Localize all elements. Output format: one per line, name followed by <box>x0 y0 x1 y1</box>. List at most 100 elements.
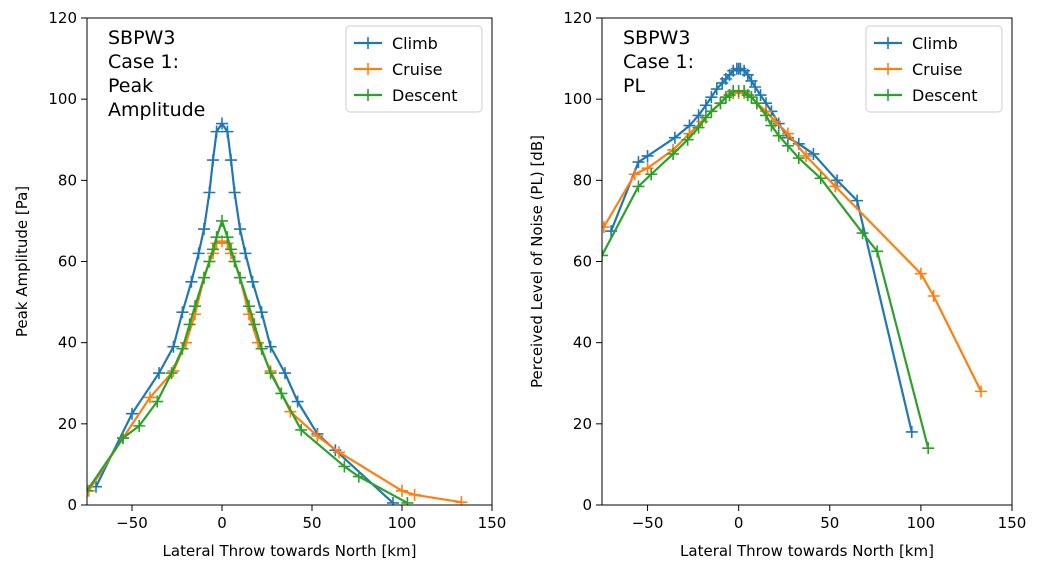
data-point <box>641 162 654 175</box>
data-point <box>176 342 189 355</box>
data-point <box>781 127 794 140</box>
data-point <box>255 306 268 319</box>
data-point <box>699 111 712 124</box>
data-point <box>185 275 198 288</box>
data-point <box>807 147 820 160</box>
annotation-line: Case 1: <box>108 51 179 73</box>
series-climb <box>605 62 918 438</box>
data-point <box>239 247 252 260</box>
data-point <box>905 425 918 438</box>
data-point <box>754 89 767 102</box>
annotation-line: SBPW3 <box>623 27 690 49</box>
data-point <box>781 139 794 152</box>
data-point <box>291 395 304 408</box>
legend-label: Descent <box>392 86 458 105</box>
data-point <box>856 227 869 240</box>
data-point <box>264 367 277 380</box>
data-point <box>234 223 246 236</box>
data-point <box>144 391 156 404</box>
legend-label: Cruise <box>392 60 443 79</box>
data-point <box>602 249 608 262</box>
legend-item-cruise: Cruise <box>354 60 443 79</box>
series-climb <box>90 117 399 505</box>
y-tick-label: 120 <box>563 9 592 27</box>
data-point <box>243 300 255 313</box>
data-point <box>189 300 201 313</box>
data-point <box>750 97 763 110</box>
y-tick-label: 80 <box>573 171 592 189</box>
data-point <box>641 149 654 162</box>
data-point <box>772 129 785 142</box>
data-point <box>295 423 308 436</box>
data-point <box>221 125 234 138</box>
x-tick-label: 50 <box>820 514 839 532</box>
series-line-cruise <box>602 91 983 392</box>
legend-marker <box>362 89 374 101</box>
legend: Climb Cruise Descent <box>865 25 1003 113</box>
x-tick-label: 150 <box>478 514 507 532</box>
data-point <box>800 149 813 162</box>
legend-label: Descent <box>912 86 978 105</box>
legend-frame <box>345 25 483 113</box>
data-point <box>668 131 681 144</box>
legend-item-cruise: Cruise <box>874 60 963 79</box>
data-point <box>975 385 988 398</box>
data-point <box>745 74 758 87</box>
data-point <box>705 91 718 104</box>
x-tick-label: 0 <box>217 514 227 532</box>
data-point <box>352 470 365 483</box>
data-point <box>831 174 844 187</box>
data-point <box>396 484 408 497</box>
legend-item-descent: Descent <box>354 86 458 105</box>
data-point <box>210 125 223 138</box>
data-point <box>871 245 884 258</box>
data-point <box>333 446 345 459</box>
data-point <box>851 194 864 207</box>
data-point <box>408 488 421 501</box>
legend-marker <box>882 37 894 49</box>
data-point <box>401 496 414 505</box>
legend-label: Climb <box>392 34 438 53</box>
series-line-descent <box>602 89 930 449</box>
series-line-climb <box>610 67 913 433</box>
data-point <box>311 430 324 443</box>
y-tick-label: 20 <box>58 415 77 433</box>
data-point <box>117 432 129 445</box>
y-tick-label: 0 <box>582 496 592 514</box>
data-point <box>628 168 641 181</box>
annotation-line: Case 1: <box>623 51 694 73</box>
data-point <box>765 119 778 132</box>
data-point <box>692 109 705 122</box>
legend-label: Cruise <box>912 60 963 79</box>
x-tick-label: 50 <box>302 514 321 532</box>
legend-label: Climb <box>912 34 958 53</box>
legend-item-climb: Climb <box>874 34 958 53</box>
annotation-line: SBPW3 <box>108 27 175 49</box>
series-cruise <box>87 235 468 505</box>
series-descent <box>602 85 935 455</box>
x-tick-label: 0 <box>734 514 744 532</box>
annotation-line: Amplitude <box>108 99 205 121</box>
data-point <box>745 91 758 104</box>
legend-marker <box>362 63 374 75</box>
x-axis-label: Lateral Throw towards North [km] <box>680 542 934 560</box>
x-tick-label: 150 <box>998 514 1027 532</box>
data-point <box>814 172 827 185</box>
y-tick-label: 100 <box>48 90 77 108</box>
data-point <box>387 496 399 505</box>
x-axis-label: Lateral Throw towards North [km] <box>163 542 417 560</box>
data-point <box>234 271 246 284</box>
data-point <box>927 289 940 302</box>
data-point <box>632 156 645 169</box>
data-point <box>176 306 189 319</box>
data-point <box>151 395 164 408</box>
y-axis-label: Peak Amplitude [Pa] <box>13 186 31 337</box>
data-point <box>914 267 927 280</box>
data-point <box>338 460 351 473</box>
y-tick-label: 100 <box>563 90 592 108</box>
series-cruise <box>602 87 988 398</box>
data-point <box>198 271 210 284</box>
data-point <box>692 121 705 134</box>
data-point <box>264 340 277 353</box>
data-point <box>699 99 712 112</box>
